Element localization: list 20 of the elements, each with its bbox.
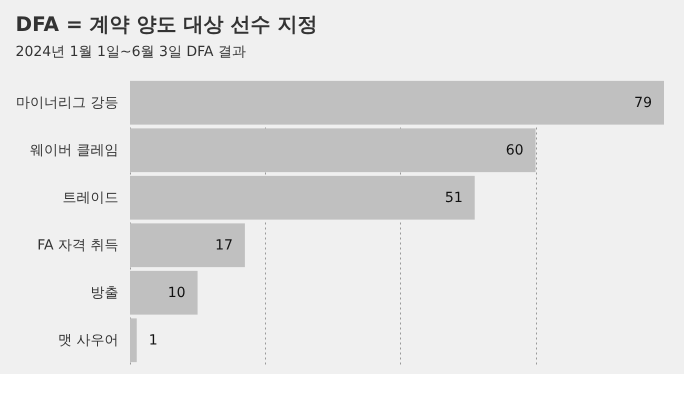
y-tick-label: 마이너리그 강등: [16, 94, 118, 111]
data-label: 79: [634, 94, 652, 111]
y-tick-label: 맷 사우어: [58, 332, 118, 348]
data-label: 17: [215, 237, 233, 254]
chart-title: DFA = 계약 양도 대상 선수 지정: [16, 12, 318, 36]
y-tick-label: 트레이드: [62, 190, 118, 206]
bar: [130, 223, 245, 268]
data-label: 60: [506, 142, 524, 158]
y-tick-label: 웨이버 클레임: [30, 142, 118, 158]
chart-subtitle: 2024년 1월 1일~6월 3일 DFA 결과: [16, 44, 246, 60]
bar: [130, 270, 198, 315]
y-tick-label: FA 자격 취득: [37, 237, 118, 254]
bar: [130, 176, 475, 220]
bar: [130, 318, 137, 362]
data-label: 1: [148, 332, 158, 348]
bar: [130, 80, 664, 125]
y-tick-label: 방출: [90, 284, 118, 301]
bar: [130, 128, 536, 172]
data-label: 51: [444, 190, 463, 206]
data-label: 10: [168, 284, 186, 301]
